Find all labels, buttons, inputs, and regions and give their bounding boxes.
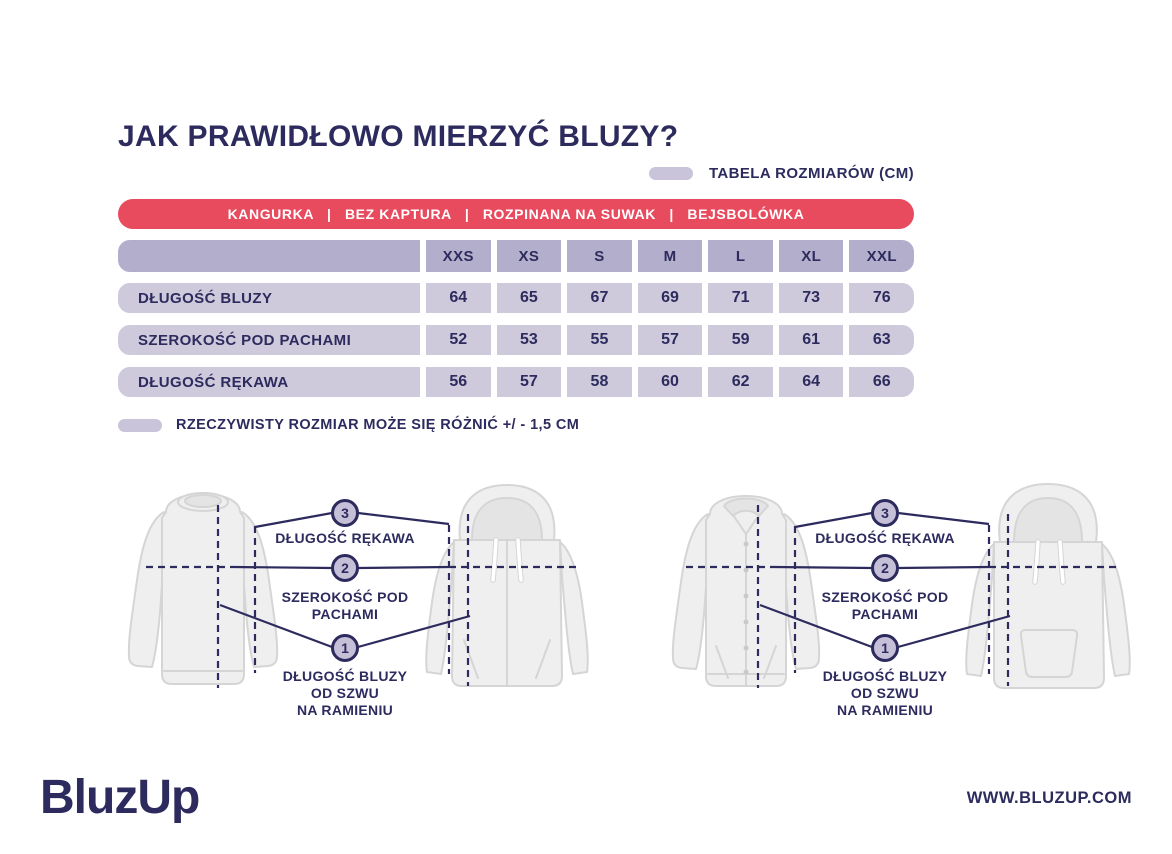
size-value: 57 xyxy=(496,367,562,397)
size-value: 53 xyxy=(496,325,562,355)
callout-connector-lines xyxy=(219,511,471,649)
callout-3-badge: 3 xyxy=(871,499,899,527)
brand-logo: BluzUp xyxy=(40,771,200,824)
pullover-hoodie-drawing xyxy=(965,483,1131,689)
diagram-drawing xyxy=(671,483,1131,689)
callout-1-badge: 1 xyxy=(871,634,899,662)
size-value: 58 xyxy=(567,367,632,397)
size-value: 57 xyxy=(637,325,703,355)
size-value: 56 xyxy=(426,367,491,397)
callout-2-badge: 2 xyxy=(331,554,359,582)
row-label: DŁUGOŚĆ RĘKAWA xyxy=(118,367,420,397)
size-value: 66 xyxy=(849,367,915,397)
size-value: 59 xyxy=(708,325,773,355)
callout-2-badge: 2 xyxy=(871,554,899,582)
size-column-header: XS xyxy=(496,240,562,272)
size-value: 73 xyxy=(778,283,844,313)
underarm-width-label: SZEROKOŚĆ POD PACHAMI xyxy=(821,589,949,622)
size-value: 67 xyxy=(567,283,632,313)
size-column-header: S xyxy=(567,240,632,272)
sleeve-length-label: DŁUGOŚĆ RĘKAWA xyxy=(815,530,955,546)
sleeve-length-label: DŁUGOŚĆ RĘKAWA xyxy=(275,530,415,546)
size-column-header: XL xyxy=(778,240,844,272)
diagram-drawing xyxy=(127,484,589,688)
size-table-label: TABELA ROZMIARÓW (CM) xyxy=(708,165,914,182)
size-value: 62 xyxy=(708,367,773,397)
size-value: 55 xyxy=(567,325,632,355)
size-column-header: XXL xyxy=(849,240,915,272)
size-column-header: M xyxy=(637,240,703,272)
category-banner: KANGURKA | BEZ KAPTURA | ROZPINANA NA SU… xyxy=(118,199,914,229)
header-label-cell xyxy=(118,240,420,272)
note-pill-icon xyxy=(118,418,162,432)
size-column-header: XXS xyxy=(426,240,491,272)
page-title: JAK PRAWIDŁOWO MIERZYĆ BLUZY? xyxy=(118,120,679,153)
measuring-diagram-right: 3 DŁUGOŚĆ RĘKAWA 2 SZEROKOŚĆ POD PACHAMI… xyxy=(648,478,1133,733)
measuring-diagram-left: 3 DŁUGOŚĆ RĘKAWA 2 SZEROKOŚĆ POD PACHAMI… xyxy=(108,478,593,733)
row-label: SZEROKOŚĆ POD PACHAMI xyxy=(118,325,420,355)
measure-dashed-lines xyxy=(146,505,578,688)
note-text: RZECZYWISTY ROZMIAR MOŻE SIĘ RÓŻNIĆ +/ -… xyxy=(176,417,580,433)
size-value: 71 xyxy=(708,283,773,313)
row-label: DŁUGOŚĆ BLUZY xyxy=(118,283,420,313)
measure-dashed-lines xyxy=(686,505,1118,688)
size-value: 64 xyxy=(426,283,491,313)
table-row: DŁUGOŚĆ RĘKAWA 56 57 58 60 62 64 66 xyxy=(118,367,915,397)
size-table: XXS XS S M L XL XXL DŁUGOŚĆ BLUZY 64 65 … xyxy=(118,240,915,409)
callout-1-badge: 1 xyxy=(331,634,359,662)
website-url: WWW.BLUZUP.COM xyxy=(966,789,1132,807)
zip-hoodie-drawing xyxy=(425,484,589,687)
size-value: 52 xyxy=(426,325,491,355)
size-value: 76 xyxy=(849,283,915,313)
baseball-jacket-drawing xyxy=(671,495,821,687)
underarm-width-label: SZEROKOŚĆ POD PACHAMI xyxy=(281,589,409,622)
size-table-header-row: XXS XS S M L XL XXL xyxy=(118,240,915,272)
table-row: DŁUGOŚĆ BLUZY 64 65 67 69 71 73 76 xyxy=(118,283,915,313)
size-value: 61 xyxy=(778,325,844,355)
table-row: SZEROKOŚĆ POD PACHAMI 52 53 55 57 59 61 … xyxy=(118,325,915,355)
body-length-label: DŁUGOŚĆ BLUZY OD SZWU NA RAMIENIU xyxy=(822,668,948,718)
size-value: 63 xyxy=(849,325,915,355)
size-value: 60 xyxy=(637,367,703,397)
size-value: 69 xyxy=(637,283,703,313)
size-value: 65 xyxy=(496,283,562,313)
size-column-header: L xyxy=(708,240,773,272)
callout-3-badge: 3 xyxy=(331,499,359,527)
crewneck-sweatshirt-drawing xyxy=(127,492,279,685)
legend-pill-icon xyxy=(648,167,693,180)
size-table-legend: TABELA ROZMIARÓW (CM) xyxy=(648,165,914,182)
size-value: 64 xyxy=(778,367,844,397)
callout-connector-lines xyxy=(759,511,1011,649)
body-length-label: DŁUGOŚĆ BLUZY OD SZWU NA RAMIENIU xyxy=(282,668,408,718)
tolerance-note: RZECZYWISTY ROZMIAR MOŻE SIĘ RÓŻNIĆ +/ -… xyxy=(118,417,579,433)
